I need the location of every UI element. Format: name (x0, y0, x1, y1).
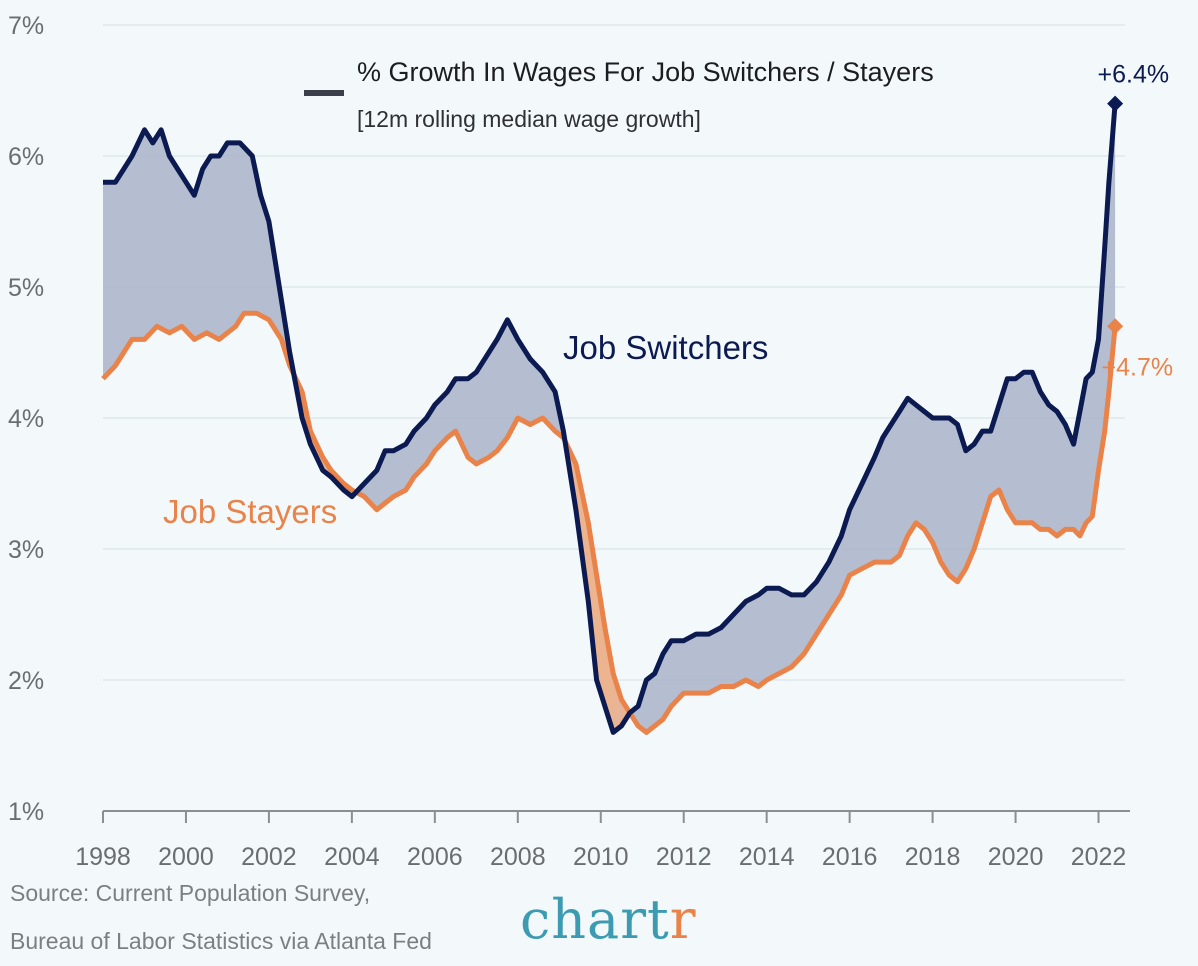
x-tick-label: 2008 (490, 843, 546, 871)
x-tick-label: 2014 (739, 843, 795, 871)
x-tick-label: 2022 (1071, 843, 1127, 871)
x-tick-label: 2006 (407, 843, 463, 871)
x-tick-label: 2012 (656, 843, 712, 871)
gap-band-inverted (612, 672, 615, 732)
source-line-1: Source: Current Population Survey, (10, 880, 371, 906)
x-axis (102, 810, 1130, 823)
chartr-logo: chartr (520, 888, 697, 951)
end-marker-job-switchers (1107, 95, 1124, 112)
gap-band-inverted (597, 580, 600, 689)
chart-subtitle: [12m rolling median wage growth] (357, 106, 701, 132)
series-line-job-switchers (103, 103, 1118, 735)
x-tick-label: 2002 (241, 843, 297, 871)
x-tick-label: 2016 (822, 843, 878, 871)
x-axis-tick-labels: 1998 2000 2002 2004 2006 2008 2010 2012 2014 2016… (75, 843, 1126, 871)
y-tick-label: 3% (8, 536, 44, 564)
end-value-label-job-stayers: +4.7% (1102, 353, 1174, 381)
y-tick-label: 7% (8, 12, 44, 40)
x-tick-label: 2020 (988, 843, 1044, 871)
end-value-label-job-switchers: +6.4% (1098, 61, 1170, 89)
y-tick-label: 1% (8, 798, 44, 826)
legend-swatch (304, 90, 344, 96)
series-label-job-switchers: Job Switchers (563, 329, 768, 366)
series-labels: Job Switchers Job Stayers +6.4% +4.7% (163, 61, 1173, 530)
chart-title: % Growth In Wages For Job Switchers / St… (357, 57, 934, 87)
y-tick-label: 4% (8, 405, 44, 433)
y-tick-label: 5% (8, 274, 44, 302)
x-tick-label: 2004 (324, 843, 380, 871)
y-tick-label: 6% (8, 143, 44, 171)
x-tick-label: 1998 (75, 843, 131, 871)
logo-text: chart (520, 888, 670, 951)
y-tick-label: 2% (8, 667, 44, 695)
x-tick-label: 2010 (573, 843, 629, 871)
series-label-job-stayers: Job Stayers (163, 493, 337, 530)
gap-band-inverted (614, 678, 617, 732)
logo-accent-letter: r (669, 888, 697, 951)
end-marker-job-stayers (1107, 318, 1124, 335)
source-line-2: Bureau of Labor Statistics via Atlanta F… (10, 928, 432, 954)
x-tick-label: 2000 (158, 843, 214, 871)
y-axis-tick-labels: 1% 2% 3% 4% 5% 6% 7% (8, 12, 44, 826)
x-tick-label: 2018 (905, 843, 961, 871)
gap-band-inverted (599, 592, 602, 695)
chart-legend: % Growth In Wages For Job Switchers / St… (304, 57, 934, 132)
series-lines (101, 95, 1124, 735)
